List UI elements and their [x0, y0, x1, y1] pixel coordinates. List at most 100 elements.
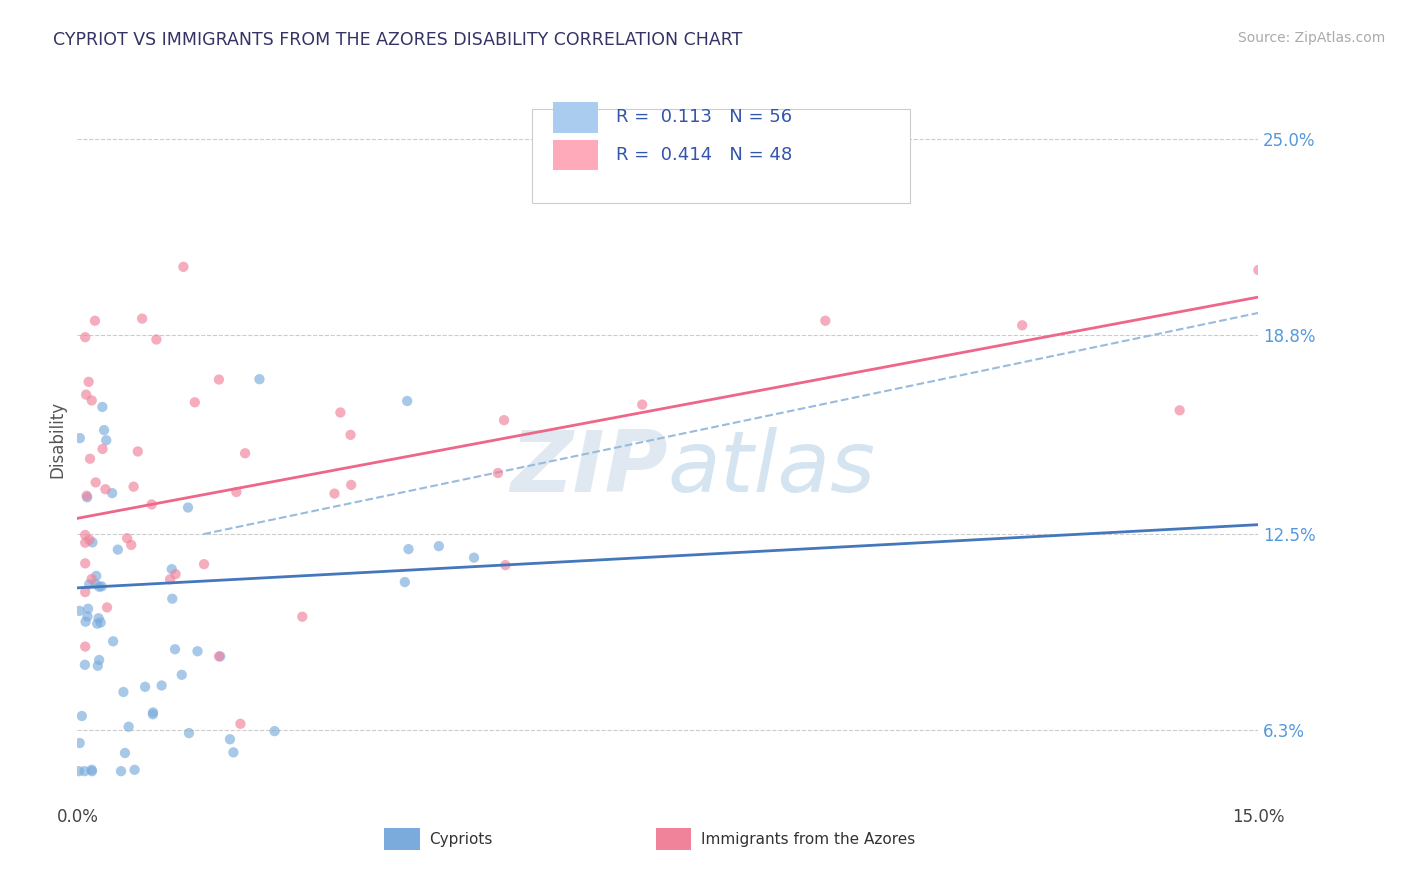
- Point: [323, 486, 346, 500]
- Point: [134, 680, 156, 694]
- Point: [142, 706, 165, 720]
- Text: ZIP: ZIP: [510, 427, 668, 510]
- Point: [233, 446, 256, 460]
- Point: [163, 642, 186, 657]
- Point: [101, 486, 124, 500]
- Point: [79, 451, 101, 466]
- Point: [75, 640, 97, 654]
- Point: [184, 395, 207, 409]
- Point: [84, 314, 107, 328]
- Point: [193, 557, 215, 571]
- Point: [814, 314, 837, 328]
- Point: [91, 442, 114, 456]
- FancyBboxPatch shape: [531, 109, 910, 203]
- Point: [117, 720, 139, 734]
- Point: [142, 707, 165, 722]
- Point: [84, 569, 107, 583]
- Point: [91, 400, 114, 414]
- Point: [398, 542, 420, 557]
- Point: [75, 387, 97, 401]
- Text: atlas: atlas: [668, 427, 876, 510]
- Point: [131, 311, 153, 326]
- Point: [114, 746, 136, 760]
- Point: [141, 498, 163, 512]
- Point: [86, 616, 108, 631]
- Point: [87, 658, 110, 673]
- Point: [96, 434, 118, 448]
- Point: [340, 478, 363, 492]
- Point: [112, 685, 135, 699]
- Point: [75, 615, 97, 629]
- Point: [84, 475, 107, 490]
- Point: [69, 604, 91, 618]
- Point: [263, 724, 285, 739]
- Point: [165, 567, 187, 582]
- Point: [208, 649, 231, 664]
- Point: [463, 550, 485, 565]
- Point: [1168, 403, 1191, 417]
- FancyBboxPatch shape: [554, 102, 598, 133]
- Point: [87, 611, 110, 625]
- Point: [396, 394, 419, 409]
- Point: [67, 764, 90, 779]
- Point: [159, 572, 181, 586]
- Point: [89, 653, 111, 667]
- FancyBboxPatch shape: [554, 140, 598, 170]
- Point: [177, 500, 200, 515]
- Point: [208, 373, 231, 387]
- Point: [127, 444, 149, 458]
- Point: [249, 372, 271, 386]
- Text: Immigrants from the Azores: Immigrants from the Azores: [702, 831, 915, 847]
- Point: [494, 558, 516, 573]
- Point: [222, 745, 245, 759]
- FancyBboxPatch shape: [384, 829, 420, 850]
- Point: [69, 736, 91, 750]
- Text: Source: ZipAtlas.com: Source: ZipAtlas.com: [1237, 31, 1385, 45]
- Point: [79, 533, 101, 547]
- Point: [1011, 318, 1033, 333]
- Point: [492, 413, 515, 427]
- Point: [229, 716, 252, 731]
- Point: [76, 489, 98, 503]
- Point: [209, 649, 232, 664]
- Point: [84, 577, 107, 591]
- Point: [76, 609, 98, 624]
- Point: [329, 405, 352, 419]
- Point: [75, 535, 97, 549]
- Point: [94, 482, 117, 496]
- Point: [160, 562, 183, 576]
- Point: [427, 539, 450, 553]
- Point: [73, 657, 96, 672]
- Point: [77, 577, 100, 591]
- Point: [82, 535, 104, 549]
- Point: [124, 763, 146, 777]
- Point: [631, 398, 654, 412]
- Text: Cypriots: Cypriots: [429, 831, 492, 847]
- FancyBboxPatch shape: [657, 829, 692, 850]
- Point: [486, 466, 509, 480]
- Point: [77, 375, 100, 389]
- Point: [110, 764, 132, 779]
- Point: [80, 764, 103, 779]
- Point: [339, 428, 361, 442]
- Point: [186, 644, 208, 658]
- Point: [75, 528, 97, 542]
- Text: CYPRIOT VS IMMIGRANTS FROM THE AZORES DISABILITY CORRELATION CHART: CYPRIOT VS IMMIGRANTS FROM THE AZORES DI…: [53, 31, 742, 49]
- Point: [80, 393, 103, 408]
- Point: [80, 572, 103, 586]
- Point: [75, 557, 97, 571]
- Point: [70, 709, 93, 723]
- Point: [107, 542, 129, 557]
- Point: [219, 732, 242, 747]
- Point: [145, 333, 167, 347]
- Y-axis label: Disability: Disability: [48, 401, 66, 478]
- Point: [101, 634, 124, 648]
- Point: [96, 600, 118, 615]
- Point: [90, 579, 112, 593]
- Point: [89, 580, 111, 594]
- Text: R =  0.414   N = 48: R = 0.414 N = 48: [616, 146, 792, 164]
- Point: [76, 490, 98, 504]
- Point: [122, 480, 145, 494]
- Point: [162, 591, 184, 606]
- Point: [150, 678, 173, 692]
